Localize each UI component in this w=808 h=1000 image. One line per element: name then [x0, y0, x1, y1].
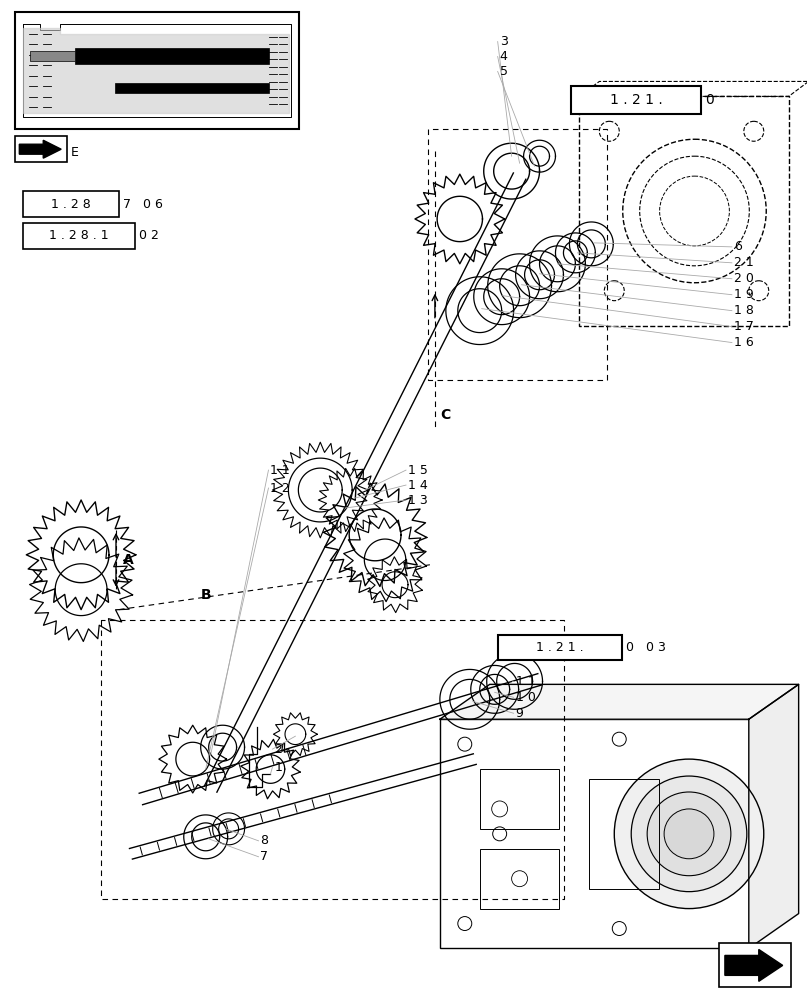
Text: 7   0 6: 7 0 6	[123, 198, 163, 211]
Bar	[15, 136, 67, 162]
Bar	[23, 223, 135, 249]
Circle shape	[614, 759, 764, 909]
Polygon shape	[440, 684, 798, 719]
Text: 0 2: 0 2	[139, 229, 159, 242]
Circle shape	[631, 776, 747, 892]
Bar	[15, 12, 299, 129]
Bar	[30, 51, 75, 61]
Text: 1 3: 1 3	[408, 493, 427, 506]
Text: 1 1: 1 1	[271, 464, 290, 477]
Polygon shape	[749, 684, 798, 948]
Bar	[440, 719, 749, 948]
Polygon shape	[19, 140, 61, 158]
Bar	[571, 86, 701, 114]
Circle shape	[647, 792, 731, 876]
Text: 4: 4	[499, 50, 507, 63]
Text: 1 . 2 1 .: 1 . 2 1 .	[610, 93, 663, 107]
Circle shape	[664, 809, 714, 859]
Bar	[719, 943, 791, 987]
Bar	[498, 635, 622, 660]
Text: 1 7: 1 7	[734, 320, 754, 333]
Text: 1 6: 1 6	[734, 336, 754, 349]
Bar	[480, 849, 559, 909]
Text: 1 1: 1 1	[516, 675, 536, 688]
Text: 1: 1	[275, 761, 282, 774]
Text: 1 4: 1 4	[408, 479, 427, 492]
Text: C: C	[440, 408, 450, 422]
Bar	[579, 96, 789, 326]
Text: 2 1: 2 1	[734, 256, 754, 269]
Text: 1 2: 1 2	[271, 482, 290, 495]
Bar	[115, 83, 269, 93]
Text: 6: 6	[734, 240, 742, 253]
Text: 0: 0	[705, 93, 713, 107]
Text: A: A	[123, 553, 133, 567]
Text: 1 . 2 8 . 1: 1 . 2 8 . 1	[49, 229, 109, 242]
Text: E: E	[71, 146, 79, 159]
Polygon shape	[23, 28, 289, 113]
Text: 3: 3	[499, 35, 507, 48]
Text: 1 8: 1 8	[734, 304, 754, 317]
Text: 1 0: 1 0	[516, 691, 536, 704]
Text: 1 . 2 8: 1 . 2 8	[51, 198, 91, 211]
Text: 0   0 3: 0 0 3	[626, 641, 666, 654]
Bar	[75, 48, 269, 64]
Text: 2: 2	[275, 743, 282, 756]
Polygon shape	[725, 949, 783, 981]
Text: 1 9: 1 9	[734, 288, 754, 301]
Text: B: B	[200, 588, 212, 602]
Text: 8: 8	[260, 834, 268, 847]
Bar	[480, 769, 559, 829]
Text: 9: 9	[516, 707, 524, 720]
Text: 7: 7	[260, 850, 268, 863]
Text: 1 5: 1 5	[408, 464, 428, 477]
Text: 1 . 2 1 .: 1 . 2 1 .	[537, 641, 583, 654]
Text: 2 0: 2 0	[734, 272, 754, 285]
Bar	[23, 191, 119, 217]
Text: 5: 5	[499, 65, 507, 78]
Bar	[589, 779, 659, 889]
